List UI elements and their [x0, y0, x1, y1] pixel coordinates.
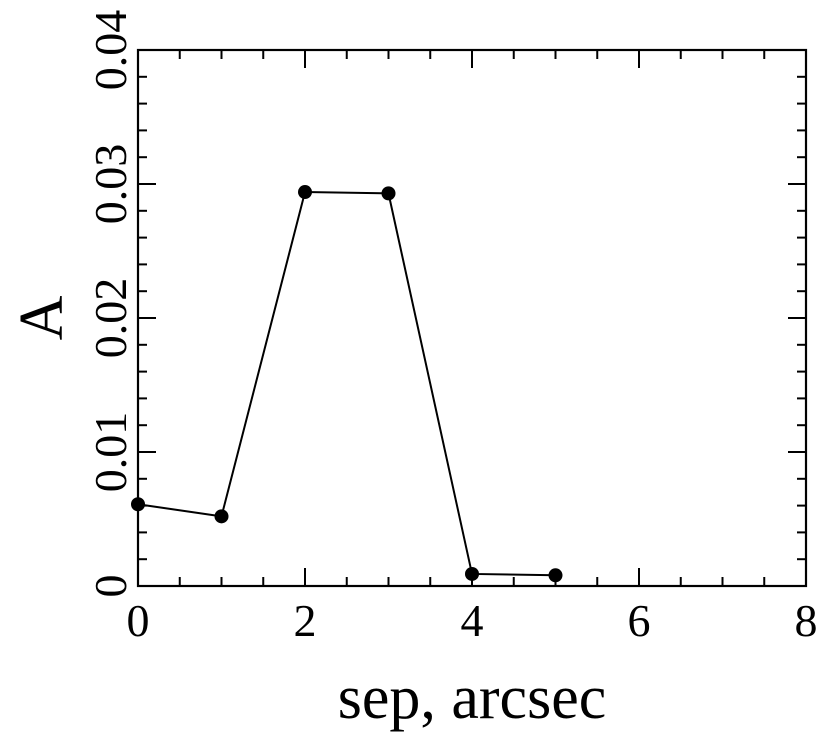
y-axis-title: A [8, 295, 76, 340]
series-layer [131, 185, 563, 583]
x-tick-label: 2 [294, 595, 317, 646]
data-point [548, 568, 563, 583]
x-tick-label: 6 [628, 595, 651, 646]
y-tick-label: 0.04 [85, 10, 136, 91]
x-axis-title: sep, arcsec [338, 664, 607, 732]
y-tick-label: 0.01 [85, 412, 136, 493]
minor-ticks [138, 50, 806, 586]
data-point [298, 185, 312, 200]
x-tick-label: 0 [127, 595, 150, 646]
x-tick-labels: 0 2 4 6 8 [127, 595, 818, 646]
data-point [381, 186, 396, 201]
series-line [137, 191, 556, 577]
x-tick-label: 8 [795, 595, 818, 646]
major-ticks [137, 49, 807, 587]
data-point [214, 509, 229, 524]
data-point [465, 566, 479, 581]
y-tick-label: 0.02 [85, 278, 136, 359]
x-tick-label: 4 [461, 595, 484, 646]
y-tick-labels: 0 0.01 0.02 0.03 0.04 [85, 10, 136, 598]
plot-frame [136, 48, 808, 588]
y-tick-label: 0 [85, 575, 136, 598]
y-tick-label: 0.03 [85, 144, 136, 225]
